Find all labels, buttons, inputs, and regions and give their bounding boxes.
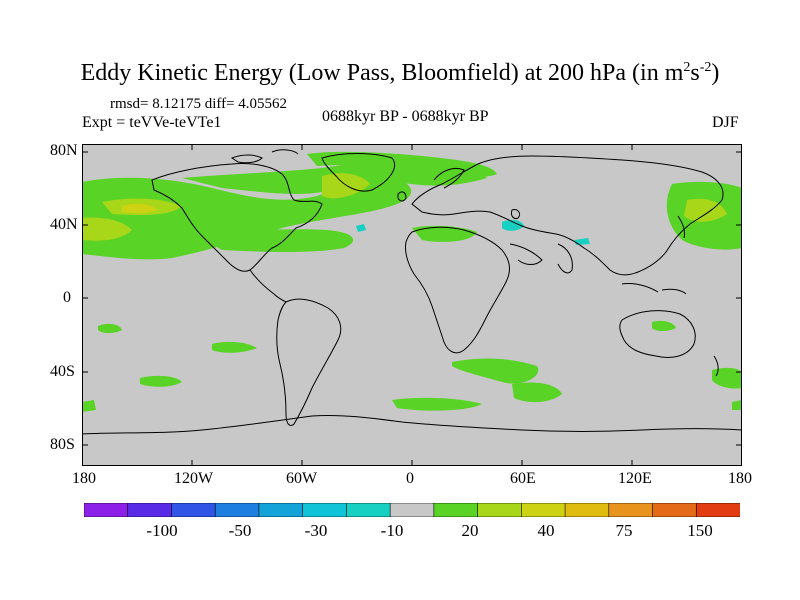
colorbar-swatch: [346, 503, 391, 517]
colorbar-swatch: [127, 503, 173, 517]
coastlines: [82, 149, 742, 435]
expt-label: Expt = teVVe-teVTe1: [82, 114, 222, 131]
lon-label-120w: 120W: [174, 470, 214, 487]
india-coastline: [557, 243, 573, 274]
map-ticks: [82, 144, 742, 466]
colorbar-swatch: [564, 503, 610, 517]
colorbar-swatch: [84, 503, 129, 517]
scandinavia-coastline: [433, 167, 465, 189]
colorbar-label-7: 75: [615, 521, 633, 540]
lon-label-180e: 180: [728, 470, 752, 487]
colorbar-label-5: 20: [461, 521, 479, 540]
higher-anomaly-regions: [82, 173, 727, 241]
colorbar-label-8: 150: [687, 521, 713, 540]
colorbar-swatch: [214, 503, 260, 517]
uk-coastline: [397, 191, 407, 202]
colorbar-swatch: [389, 503, 435, 517]
north-america-coastline: [151, 163, 323, 272]
lon-label-60e: 60E: [510, 470, 536, 487]
lat-label-40n: 40N: [50, 216, 78, 233]
title-mid: s: [690, 60, 700, 86]
colorbar-label-6: 40: [537, 521, 555, 540]
arctic-island-coastline-2: [271, 149, 299, 155]
new-zealand-coastline: [713, 355, 719, 377]
lat-label-0: 0: [63, 289, 71, 306]
title-sup-2: -2: [699, 60, 712, 75]
eurasia-coastline: [411, 155, 724, 276]
colorbar-label-3: -30: [304, 521, 328, 540]
lat-label-80s: 80S: [50, 436, 75, 453]
southern-anomaly-regions: [82, 320, 742, 412]
lon-label-180w: 180: [72, 470, 96, 487]
season-label: DJF: [712, 114, 739, 131]
lat-label-80n: 80N: [50, 142, 78, 159]
colorbar-swatch: [652, 503, 698, 517]
lon-label-0: 0: [406, 470, 414, 487]
colorbar-swatch: [608, 503, 654, 517]
south-america-coastline: [276, 298, 342, 427]
colorbar-swatch: [521, 503, 566, 517]
colorbar-swatch: [258, 503, 304, 517]
arctic-island-coastline: [230, 154, 263, 164]
title-end: ): [711, 60, 720, 86]
lon-label-60w: 60W: [286, 470, 318, 487]
stats-label: rmsd= 8.12175 diff= 4.05562: [110, 96, 288, 112]
colorbar-swatch: [477, 503, 523, 517]
lon-label-120e: 120E: [618, 470, 652, 487]
plot-title: Eddy Kinetic Energy (Low Pass, Bloomfiel…: [0, 60, 800, 87]
arabia-coastline: [509, 243, 543, 265]
caspian-coastline: [511, 209, 521, 219]
australia-coastline: [619, 310, 696, 358]
new-guinea-coastline: [661, 288, 687, 295]
central-america-coastline: [249, 269, 287, 303]
colorbar-label-2: -50: [228, 521, 252, 540]
lat-label-40s: 40S: [50, 363, 75, 380]
map-panel: [82, 144, 742, 466]
colorbar-swatch: [171, 503, 217, 517]
colorbar-swatch: [695, 503, 740, 517]
title-text: Eddy Kinetic Energy (Low Pass, Bloomfiel…: [80, 60, 684, 86]
antarctica-coastline: [82, 414, 742, 435]
colorbar-label-1: -100: [146, 521, 178, 540]
greenland-coastline: [321, 153, 395, 192]
colorbar-swatch: [302, 503, 348, 517]
title-sup-1: 2: [683, 60, 691, 75]
africa-coastline: [405, 226, 510, 354]
period-label: 0688kyr BP - 0688kyr BP: [322, 108, 489, 125]
colorbar-label-4: -10: [380, 521, 404, 540]
japan-coastline: [677, 215, 685, 239]
colorbar-swatch: [433, 503, 479, 517]
colorbar: [84, 503, 740, 517]
indonesia-coastline: [621, 283, 659, 293]
